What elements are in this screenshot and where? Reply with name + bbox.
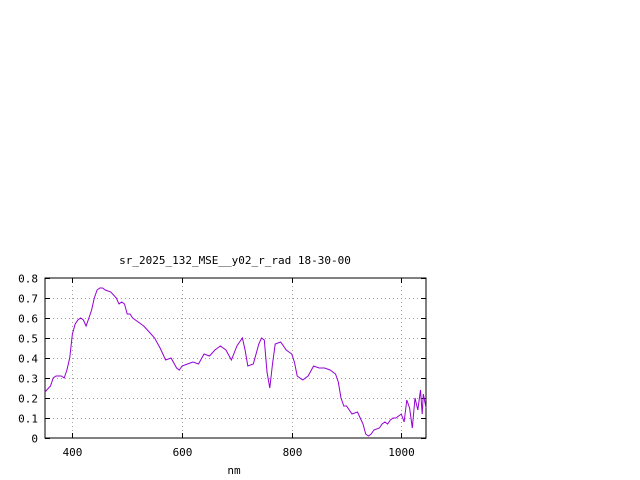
y-tick-label: 0.3 bbox=[18, 373, 38, 386]
plot-frame bbox=[44, 277, 427, 439]
y-tick-label: 0.7 bbox=[18, 293, 38, 306]
axis-ticks bbox=[45, 278, 426, 439]
y-tick-labels: 0 0.1 0.2 0.3 0.4 0.5 0.6 0.7 0.8 bbox=[18, 273, 38, 446]
grid-lines bbox=[45, 278, 426, 438]
y-tick-label: 0.2 bbox=[18, 393, 38, 406]
x-tick-label: 600 bbox=[173, 446, 193, 459]
y-tick-label: 0.4 bbox=[18, 353, 38, 366]
x-tick-label: 1000 bbox=[388, 446, 415, 459]
y-tick-label: 0.1 bbox=[18, 413, 38, 426]
x-tick-label: 400 bbox=[63, 446, 83, 459]
y-tick-label: 0.6 bbox=[18, 313, 38, 326]
y-tick-label: 0.5 bbox=[18, 333, 38, 346]
x-tick-label: 800 bbox=[283, 446, 303, 459]
series-line bbox=[44, 287, 427, 437]
chart-title: sr_2025_132_MSE__y02_r_rad 18-30-00 bbox=[119, 254, 351, 267]
y-tick-label: 0.8 bbox=[18, 273, 38, 286]
x-axis-label: nm bbox=[227, 464, 241, 477]
x-tick-labels: 400 600 800 1000 bbox=[63, 446, 415, 459]
y-tick-label: 0 bbox=[31, 433, 38, 446]
